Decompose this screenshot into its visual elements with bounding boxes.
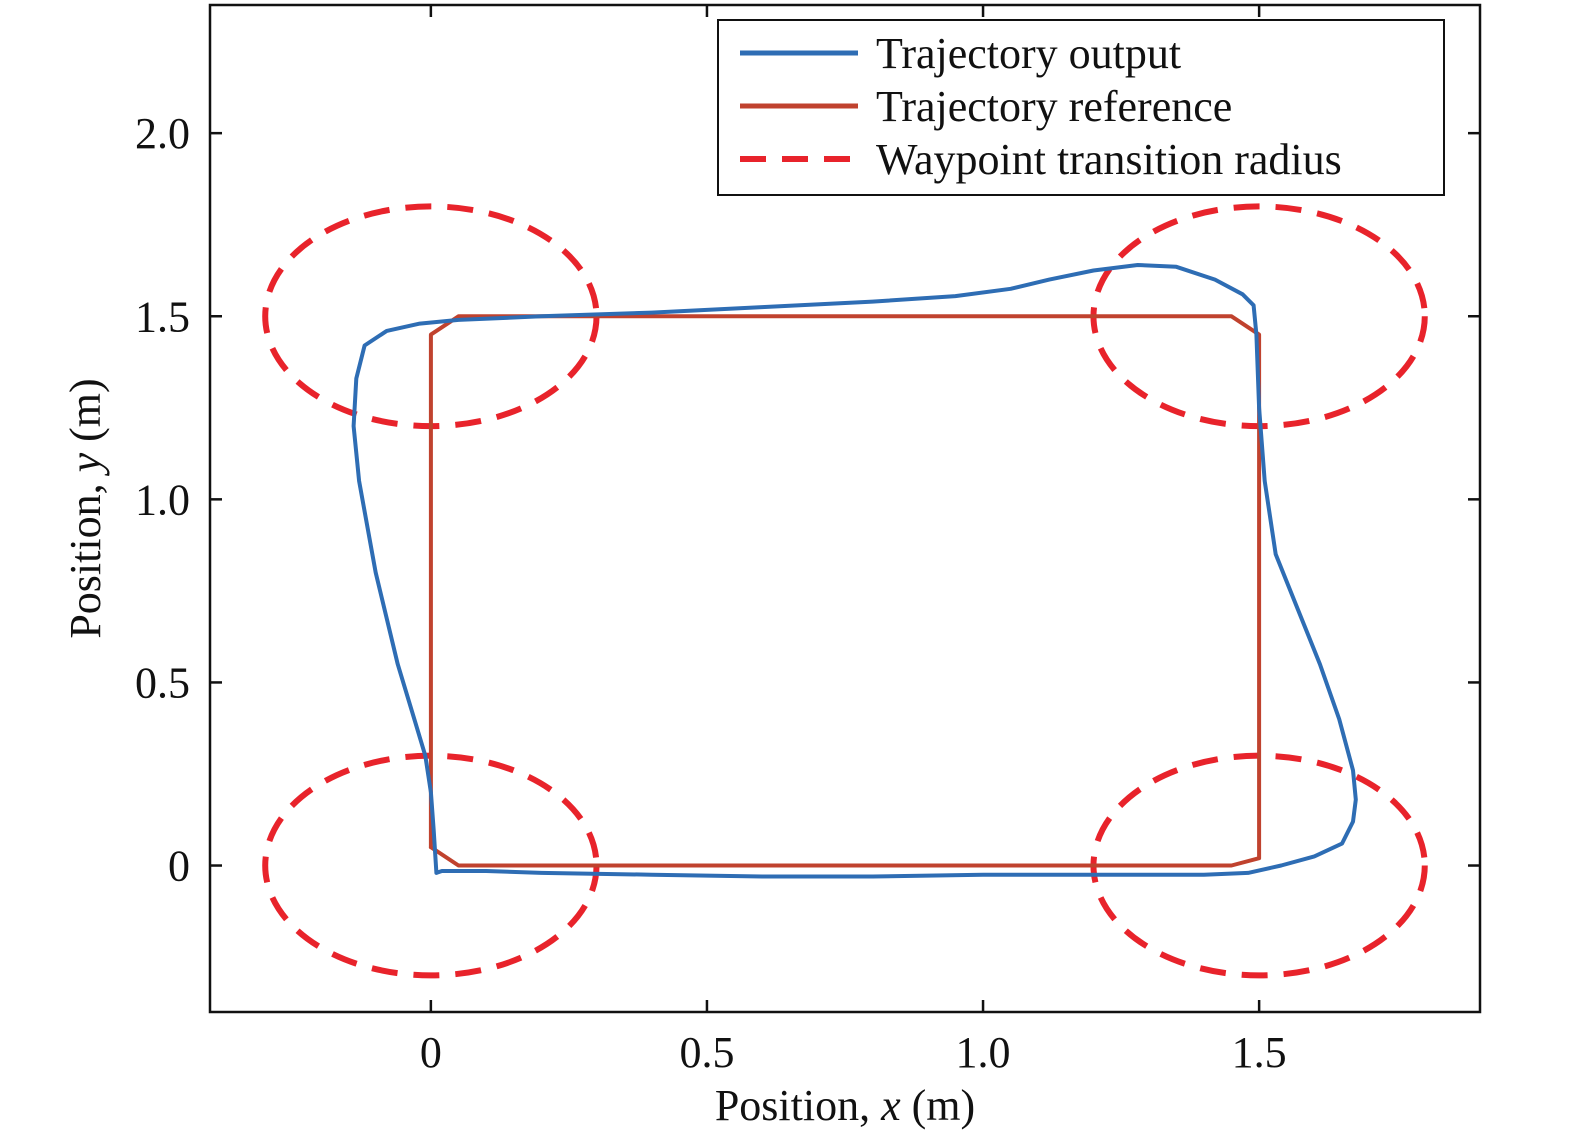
plot-area — [262, 203, 1428, 979]
y-axis-title: Position, y (m) — [61, 378, 110, 638]
trajectory-output-line — [351, 263, 1358, 879]
y-tick-label: 0 — [168, 842, 190, 891]
y-tick-label: 1.5 — [135, 292, 190, 341]
x-tick-label: 1.5 — [1232, 1028, 1287, 1077]
legend-label-trajectory-reference: Trajectory reference — [876, 82, 1232, 131]
legend-label-trajectory-output: Trajectory output — [876, 29, 1181, 78]
x-tick-label: 0.5 — [679, 1028, 734, 1077]
y-tick-label: 0.5 — [135, 658, 190, 707]
legend-label-waypoint-transition-radius: Waypoint transition radius — [876, 135, 1342, 184]
x-axis-title: Position, x (m) — [715, 1081, 975, 1130]
axes-frame — [208, 3, 1482, 1014]
y-tick-label: 1.0 — [135, 475, 190, 524]
trajectory-reference-line — [428, 314, 1262, 868]
x-tick-label: 0 — [420, 1028, 442, 1077]
y-tick-label: 2.0 — [135, 109, 190, 158]
legend: Trajectory output Trajectory reference W… — [717, 19, 1445, 196]
x-tick-label: 1.0 — [956, 1028, 1011, 1077]
axis-ticks: 0 0.5 1.0 1.5 0 0.5 1.0 1.5 2.0 — [135, 5, 1480, 1077]
